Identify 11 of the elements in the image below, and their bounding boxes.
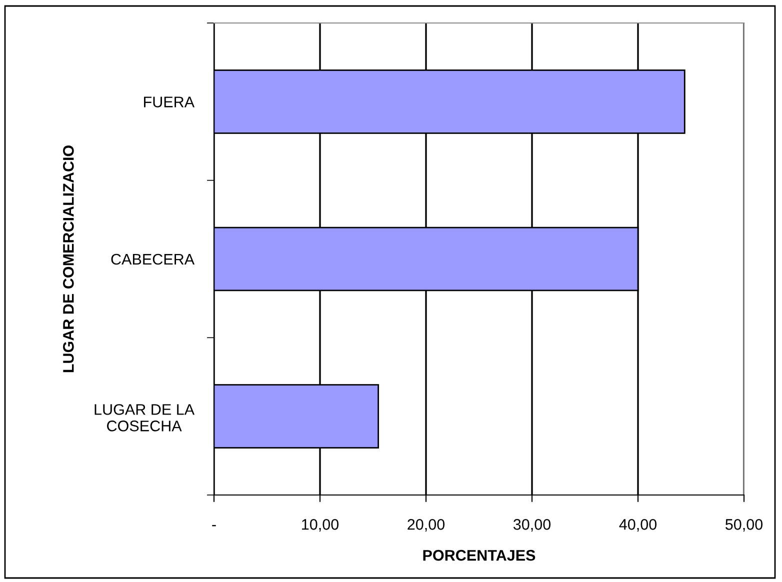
x-tick-label: -: [212, 525, 216, 526]
x-tick-label: 10,00: [302, 519, 339, 532]
y-tick-label: LUGAR DE LA COSECHA: [94, 404, 195, 432]
x-tick-label: 50,00: [725, 519, 763, 532]
x-tick-label: 30,00: [513, 519, 551, 532]
y-tick-label: CABECERA: [111, 254, 195, 265]
x-axis-title: PORCENTAJES: [423, 550, 536, 561]
x-tick-label: 40,00: [619, 519, 657, 532]
x-tick-label: 20,00: [408, 519, 445, 532]
y-tick-label: FUERA: [144, 96, 195, 108]
y-axis-title: LUGAR DE COMERCIALIZACIO: [63, 145, 74, 372]
